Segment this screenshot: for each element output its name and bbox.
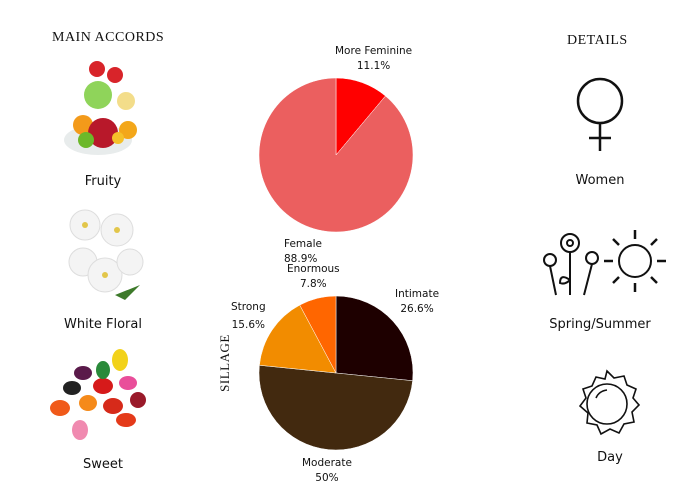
detail-label: Day [597,450,623,465]
pie-slice-female [258,77,414,233]
slice-label-enormous: Enormous 7.8% [287,263,340,290]
pie-slice-strong [259,304,337,374]
slice-label-moderate: Moderate 50% [302,457,352,484]
detail-label: Women [575,173,625,188]
accord-label: Fruity [84,174,122,189]
venus-icon [576,77,624,151]
pie-slice-moderate [258,364,413,451]
sillage-title: SILLAGE [216,334,232,392]
accord-label: White Floral [64,317,142,332]
slice-label-female: Female 88.9% [284,238,322,265]
flowers-sun-icon [543,230,666,296]
detail-label: Spring/Summer [549,317,651,332]
slice-label-intimate: Intimate 26.6% [395,288,440,315]
fruit-bowl-image [64,61,137,155]
jelly-beans-image [50,349,146,440]
slice-label-strong: Strong 15.6% [231,301,266,331]
sun-icon [578,369,641,436]
slice-label-more-feminine: More Feminine 11.1% [335,45,413,72]
accord-label: Sweet [83,457,123,472]
jasmine-flower-image [68,209,144,300]
details-title: DETAILS [567,33,628,48]
main-accords-title: MAIN ACCORDS [52,30,165,45]
pie-slice-enormous [299,295,337,374]
pie-slice-intimate [335,295,414,382]
